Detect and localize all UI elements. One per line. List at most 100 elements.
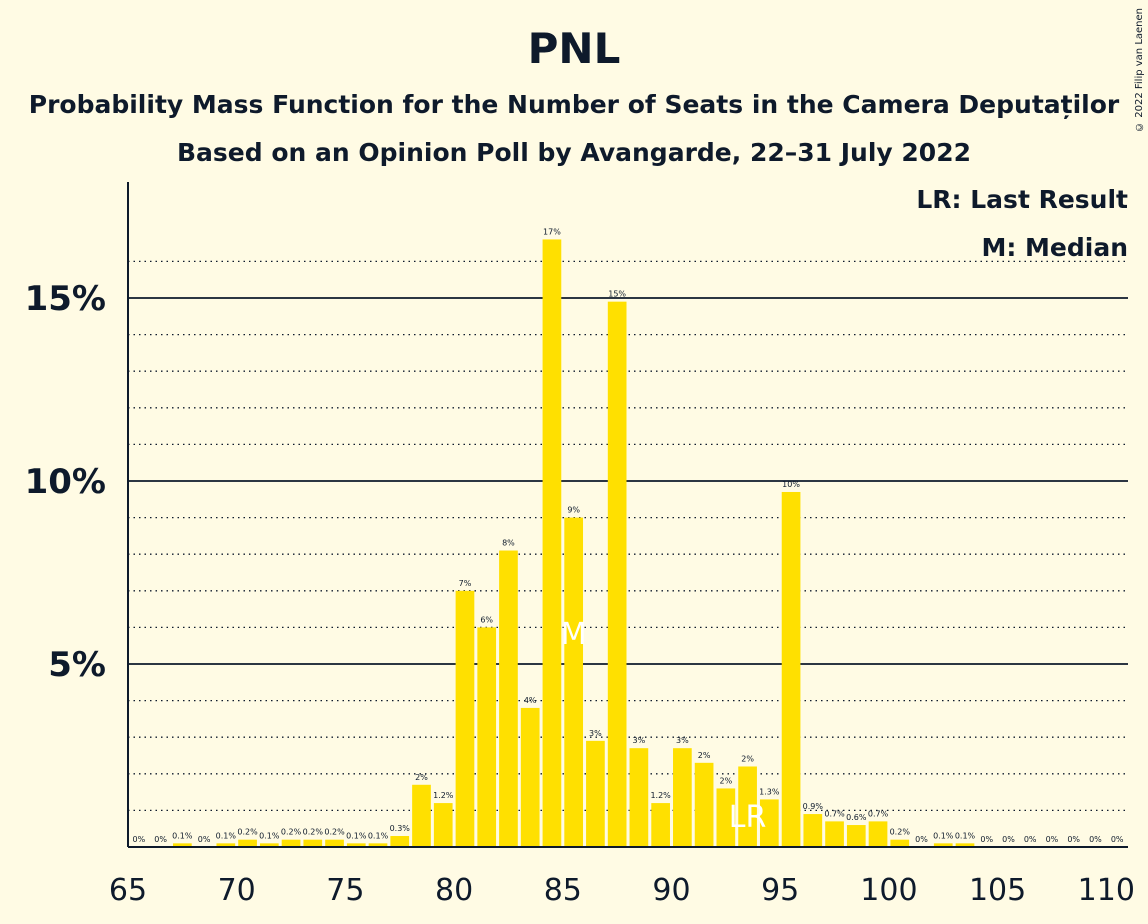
chart-subtitle: Probability Mass Function for the Number… bbox=[28, 90, 1120, 119]
x-tick-label: 110 bbox=[1078, 873, 1135, 908]
bar-value-label: 3% bbox=[676, 736, 689, 745]
x-tick-label: 105 bbox=[969, 873, 1026, 908]
bar-value-label: 0.2% bbox=[237, 828, 258, 837]
bar-value-label: 0% bbox=[1067, 835, 1080, 844]
bar-value-label: 0% bbox=[133, 835, 146, 844]
bar-value-label: 0.1% bbox=[172, 831, 193, 840]
bar-value-label: 0.2% bbox=[324, 828, 345, 837]
bar-value-label: 0.1% bbox=[955, 831, 976, 840]
x-tick-label: 65 bbox=[109, 873, 147, 908]
bar bbox=[281, 839, 301, 847]
bar-value-label: 8% bbox=[502, 539, 515, 548]
bar-value-label: 0% bbox=[1024, 835, 1037, 844]
bar bbox=[455, 590, 475, 847]
bar-value-label: 4% bbox=[524, 696, 537, 705]
bar bbox=[673, 748, 692, 847]
bar bbox=[499, 550, 518, 847]
bar-value-label: 0% bbox=[1046, 835, 1059, 844]
median-marker: M bbox=[561, 617, 587, 652]
bar-value-label: 0% bbox=[1111, 835, 1124, 844]
bar-value-label: 6% bbox=[480, 615, 493, 624]
legend-median: M: Median bbox=[981, 233, 1128, 262]
bar-value-label: 0.9% bbox=[803, 802, 824, 811]
bar-value-label: 1.2% bbox=[433, 791, 454, 800]
bar bbox=[825, 821, 844, 847]
bar bbox=[716, 788, 736, 847]
bar bbox=[607, 301, 627, 847]
bar bbox=[433, 803, 453, 847]
bar-value-label: 3% bbox=[589, 729, 602, 738]
bar-value-label: 0.2% bbox=[281, 828, 302, 837]
bar bbox=[759, 799, 779, 847]
bar-value-label: 9% bbox=[567, 506, 580, 515]
bar-value-label: 3% bbox=[633, 736, 646, 745]
bar-value-label: 0% bbox=[915, 835, 928, 844]
bar-value-label: 0.6% bbox=[846, 813, 867, 822]
bar bbox=[173, 843, 192, 847]
y-tick-label: 5% bbox=[48, 645, 106, 685]
bar-value-label: 17% bbox=[543, 227, 561, 236]
bar-value-label: 0% bbox=[154, 835, 167, 844]
x-tick-label: 70 bbox=[218, 873, 256, 908]
chart-source: Based on an Opinion Poll by Avangarde, 2… bbox=[176, 138, 971, 167]
bar bbox=[694, 762, 714, 847]
bar bbox=[803, 814, 823, 847]
bar-value-label: 0% bbox=[980, 835, 993, 844]
bar-value-label: 1.2% bbox=[650, 791, 671, 800]
bar-value-label: 15% bbox=[608, 290, 626, 299]
bar bbox=[542, 239, 562, 847]
bar bbox=[325, 839, 344, 847]
bar-value-label: 10% bbox=[782, 480, 800, 489]
bar bbox=[520, 707, 540, 847]
bar-value-label: 2% bbox=[719, 776, 732, 785]
bar bbox=[346, 843, 366, 847]
legend-last-result: LR: Last Result bbox=[916, 185, 1128, 214]
bar bbox=[629, 748, 649, 847]
bar-value-label: 0% bbox=[1002, 835, 1015, 844]
bar bbox=[390, 836, 410, 847]
x-tick-label: 85 bbox=[544, 873, 582, 908]
x-tick-label: 90 bbox=[652, 873, 690, 908]
bar bbox=[955, 843, 975, 847]
bar bbox=[368, 843, 388, 847]
bar-value-label: 2% bbox=[698, 751, 711, 760]
bar bbox=[781, 491, 801, 847]
bar bbox=[651, 803, 670, 847]
bar bbox=[846, 825, 866, 847]
chart-title: PNL bbox=[527, 24, 621, 73]
bar-value-label: 0.1% bbox=[259, 831, 280, 840]
bar-value-label: 0.1% bbox=[368, 831, 389, 840]
bar-value-label: 0.1% bbox=[216, 831, 237, 840]
bar-value-label: 2% bbox=[415, 773, 428, 782]
bar-value-label: 0.2% bbox=[890, 828, 911, 837]
bar bbox=[933, 843, 953, 847]
last-result-marker: LR bbox=[729, 800, 767, 835]
bar-value-label: 0.1% bbox=[346, 831, 367, 840]
bar-value-label: 7% bbox=[459, 579, 472, 588]
y-tick-label: 10% bbox=[25, 462, 106, 502]
bar bbox=[216, 843, 236, 847]
bar-value-label: 0.2% bbox=[303, 828, 324, 837]
y-tick-label: 15% bbox=[25, 279, 106, 319]
bar-value-label: 0.7% bbox=[824, 809, 845, 818]
bar-value-label: 0.1% bbox=[933, 831, 954, 840]
x-tick-label: 100 bbox=[860, 873, 917, 908]
x-tick-label: 80 bbox=[435, 873, 473, 908]
bar-value-label: 0.7% bbox=[868, 809, 889, 818]
bar-value-label: 0.3% bbox=[390, 824, 411, 833]
bar bbox=[868, 821, 888, 847]
bar bbox=[259, 843, 279, 847]
bar bbox=[238, 839, 257, 847]
bar bbox=[564, 517, 584, 847]
bar-value-label: 0% bbox=[1089, 835, 1102, 844]
bar bbox=[477, 627, 497, 847]
x-tick-label: 95 bbox=[761, 873, 799, 908]
x-tick-label: 75 bbox=[326, 873, 364, 908]
bar bbox=[303, 839, 323, 847]
bar bbox=[412, 784, 431, 847]
bar bbox=[890, 839, 910, 847]
bar bbox=[738, 766, 757, 847]
bar bbox=[586, 740, 605, 847]
bar-value-label: 0% bbox=[198, 835, 211, 844]
